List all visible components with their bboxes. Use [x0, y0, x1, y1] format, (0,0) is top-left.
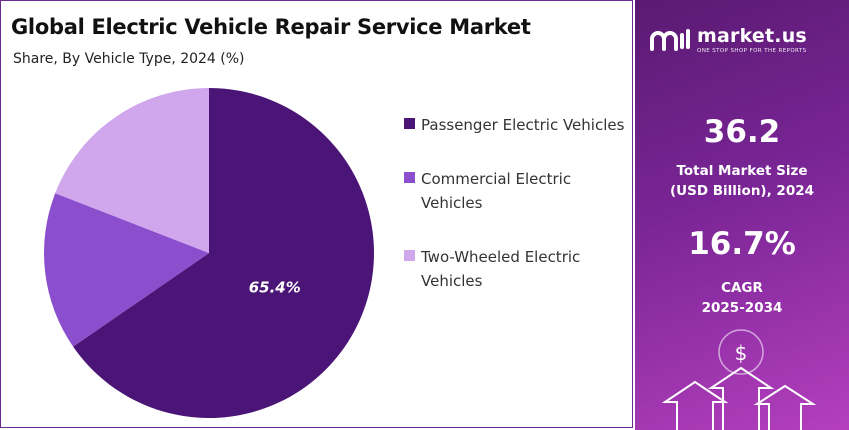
- legend-label-passenger: Passenger Electric Vehicles: [421, 116, 625, 134]
- dollar-coin-icon: [718, 329, 764, 375]
- legend-item-two-wheeled: Two-Wheeled Electric Vehicles: [404, 245, 629, 293]
- brand-tagline: ONE STOP SHOP FOR THE REPORTS: [697, 48, 807, 54]
- cagr-label-line1: CAGR: [721, 280, 763, 296]
- brand-logo: market.us ONE STOP SHOP FOR THE REPORTS: [649, 26, 807, 54]
- legend-label-two-wheeled: Two-Wheeled Electric Vehicles: [421, 248, 581, 290]
- legend-swatch-commercial: [404, 172, 415, 183]
- market-size-label-line1: Total Market Size: [676, 163, 808, 179]
- legend-swatch-two-wheeled: [404, 250, 415, 261]
- pie-slice-two-wheeled: [55, 88, 209, 253]
- legend-label-commercial: Commercial Electric Vehicles: [421, 170, 572, 212]
- pie-data-label-passenger: 65.4%: [249, 279, 301, 297]
- pie-slice-passenger: [73, 88, 374, 418]
- pie-slice-commercial: [44, 193, 209, 347]
- legend: Passenger Electric Vehicles Commercial E…: [404, 113, 629, 323]
- market-us-logo-icon: [650, 29, 690, 51]
- cagr-value: 16.7%: [688, 226, 796, 262]
- market-size-label-line2: (USD Billion), 2024: [669, 183, 815, 199]
- chart-panel: Global Electric Vehicle Repair Service M…: [0, 0, 633, 428]
- pie-chart: 65.4%: [44, 88, 374, 418]
- stats-sidebar: market.us ONE STOP SHOP FOR THE REPORTS …: [635, 0, 849, 430]
- chart-title: Global Electric Vehicle Repair Service M…: [11, 15, 531, 39]
- legend-item-commercial: Commercial Electric Vehicles: [404, 167, 629, 215]
- cagr-label-line2: 2025-2034: [701, 300, 783, 316]
- dollar-sign: $: [735, 341, 748, 365]
- growth-arrows-icon: $: [661, 329, 817, 430]
- legend-swatch-passenger: [404, 118, 415, 129]
- chart-subtitle: Share, By Vehicle Type, 2024 (%): [13, 51, 245, 67]
- brand-name: market.us: [697, 25, 807, 47]
- legend-item-passenger: Passenger Electric Vehicles: [404, 113, 629, 137]
- market-size-value: 36.2: [703, 114, 781, 150]
